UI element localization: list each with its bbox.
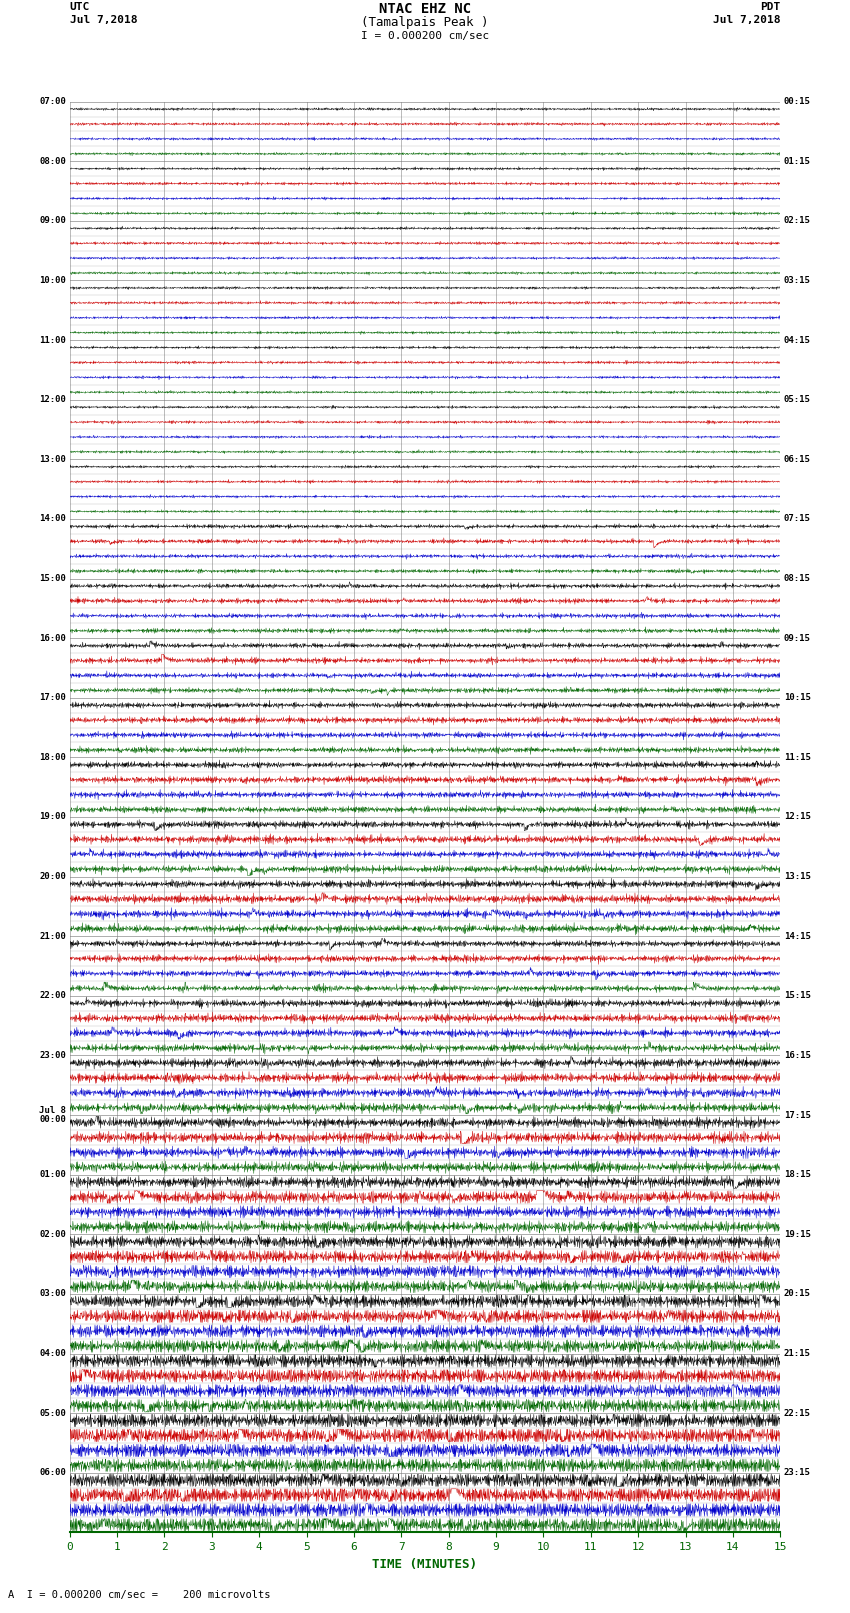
Text: 11:00: 11:00 xyxy=(39,336,66,345)
Text: 20:00: 20:00 xyxy=(39,873,66,881)
Text: 10:00: 10:00 xyxy=(39,276,66,286)
Text: 02:15: 02:15 xyxy=(784,216,811,226)
Text: 14:15: 14:15 xyxy=(784,932,811,940)
Text: 13:00: 13:00 xyxy=(39,455,66,465)
Text: (Tamalpais Peak ): (Tamalpais Peak ) xyxy=(361,16,489,29)
Text: 23:15: 23:15 xyxy=(784,1468,811,1478)
Text: 15:00: 15:00 xyxy=(39,574,66,582)
Text: 00:00: 00:00 xyxy=(39,1115,66,1124)
Text: 10:15: 10:15 xyxy=(784,694,811,702)
Text: 07:00: 07:00 xyxy=(39,97,66,106)
Text: 18:15: 18:15 xyxy=(784,1169,811,1179)
Text: 23:00: 23:00 xyxy=(39,1052,66,1060)
Text: 08:15: 08:15 xyxy=(784,574,811,582)
Text: 09:15: 09:15 xyxy=(784,634,811,642)
Text: 13:15: 13:15 xyxy=(784,873,811,881)
Text: 01:15: 01:15 xyxy=(784,156,811,166)
Text: 16:15: 16:15 xyxy=(784,1052,811,1060)
Text: 14:00: 14:00 xyxy=(39,515,66,523)
Text: 07:15: 07:15 xyxy=(784,515,811,523)
Text: 00:15: 00:15 xyxy=(784,97,811,106)
Text: 17:00: 17:00 xyxy=(39,694,66,702)
Text: 21:15: 21:15 xyxy=(784,1348,811,1358)
Text: 12:00: 12:00 xyxy=(39,395,66,405)
Text: I = 0.000200 cm/sec: I = 0.000200 cm/sec xyxy=(361,31,489,40)
Text: 16:00: 16:00 xyxy=(39,634,66,642)
Text: 04:15: 04:15 xyxy=(784,336,811,345)
Text: 12:15: 12:15 xyxy=(784,813,811,821)
Text: Jul 7,2018: Jul 7,2018 xyxy=(713,16,780,26)
Text: 09:00: 09:00 xyxy=(39,216,66,226)
X-axis label: TIME (MINUTES): TIME (MINUTES) xyxy=(372,1558,478,1571)
Text: 05:15: 05:15 xyxy=(784,395,811,405)
Text: 06:00: 06:00 xyxy=(39,1468,66,1478)
Text: PDT: PDT xyxy=(760,3,780,13)
Text: 08:00: 08:00 xyxy=(39,156,66,166)
Text: 03:15: 03:15 xyxy=(784,276,811,286)
Text: 03:00: 03:00 xyxy=(39,1289,66,1298)
Text: 19:00: 19:00 xyxy=(39,813,66,821)
Text: 06:15: 06:15 xyxy=(784,455,811,465)
Text: 18:00: 18:00 xyxy=(39,753,66,761)
Text: 19:15: 19:15 xyxy=(784,1229,811,1239)
Text: 05:00: 05:00 xyxy=(39,1408,66,1418)
Text: 20:15: 20:15 xyxy=(784,1289,811,1298)
Text: 01:00: 01:00 xyxy=(39,1169,66,1179)
Text: 11:15: 11:15 xyxy=(784,753,811,761)
Text: A  I = 0.000200 cm/sec =    200 microvolts: A I = 0.000200 cm/sec = 200 microvolts xyxy=(8,1590,271,1600)
Text: 02:00: 02:00 xyxy=(39,1229,66,1239)
Text: 21:00: 21:00 xyxy=(39,932,66,940)
Text: NTAC EHZ NC: NTAC EHZ NC xyxy=(379,3,471,16)
Text: 04:00: 04:00 xyxy=(39,1348,66,1358)
Text: 15:15: 15:15 xyxy=(784,992,811,1000)
Text: UTC: UTC xyxy=(70,3,90,13)
Text: 22:15: 22:15 xyxy=(784,1408,811,1418)
Text: Jul 7,2018: Jul 7,2018 xyxy=(70,16,137,26)
Text: 17:15: 17:15 xyxy=(784,1111,811,1119)
Text: Jul 8: Jul 8 xyxy=(39,1107,66,1115)
Text: 22:00: 22:00 xyxy=(39,992,66,1000)
